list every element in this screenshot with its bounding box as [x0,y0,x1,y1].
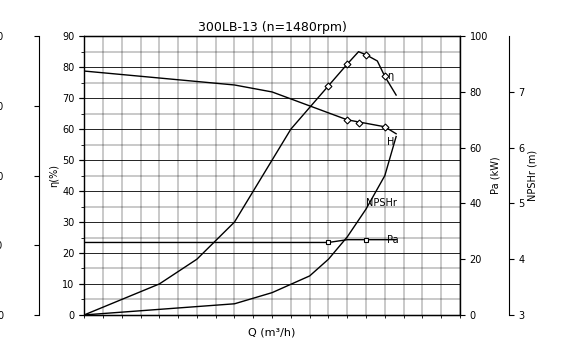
Text: NPSHr: NPSHr [366,198,397,209]
Y-axis label: η(%): η(%) [49,164,59,187]
Y-axis label: Pa (kW): Pa (kW) [491,157,501,194]
Title: 300LB-13 (n=1480rpm): 300LB-13 (n=1480rpm) [197,21,347,34]
Y-axis label: NPSHr (m): NPSHr (m) [528,150,537,201]
Text: η: η [387,71,393,81]
Text: H: H [387,137,394,147]
X-axis label: Q (m³/h): Q (m³/h) [249,328,296,338]
Text: Pa: Pa [387,235,398,245]
